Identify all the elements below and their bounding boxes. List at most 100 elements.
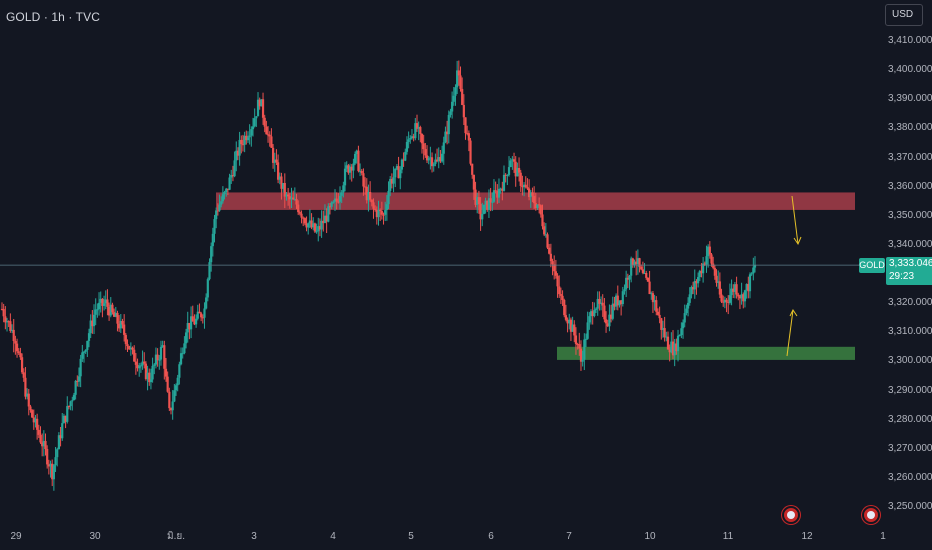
candle-body <box>688 294 691 303</box>
candle-body <box>128 346 131 350</box>
symbol-title[interactable]: GOLD · 1h · TVC <box>6 10 100 24</box>
candle-body <box>683 313 686 323</box>
candle-body <box>568 319 571 324</box>
candle-body <box>82 351 86 353</box>
candle-body <box>710 254 713 264</box>
candle-body <box>397 166 400 179</box>
candle-body <box>305 223 308 228</box>
candle-body <box>323 215 327 224</box>
candle-body <box>663 328 666 338</box>
candle-body <box>469 140 472 164</box>
candle-body <box>650 293 653 295</box>
candle-body <box>725 299 728 302</box>
candle-body <box>297 204 300 213</box>
candle-body <box>409 138 412 140</box>
candle-body <box>317 226 320 232</box>
candle-body <box>743 290 747 302</box>
candle-body <box>484 200 487 205</box>
y-tick-label: 3,410.000 <box>888 35 932 46</box>
candle-body <box>424 149 427 156</box>
candle-body <box>218 204 221 211</box>
candle-body <box>497 188 501 198</box>
candle-body <box>282 182 285 189</box>
candle-body <box>230 175 233 178</box>
candle-body <box>357 150 360 172</box>
currency-button[interactable]: USD <box>885 4 923 26</box>
candle-body <box>569 319 573 332</box>
candle-body <box>123 324 126 335</box>
candle-body <box>571 324 574 332</box>
candle-body <box>256 99 260 117</box>
candle-body <box>210 246 213 263</box>
candle-body <box>345 165 348 169</box>
economic-event-icon[interactable] <box>862 506 880 524</box>
candle-body <box>66 406 69 422</box>
economic-event-icon[interactable] <box>782 506 800 524</box>
x-tick-label: 1 <box>880 531 886 542</box>
candle-body <box>223 192 226 195</box>
candle-body <box>430 157 434 167</box>
candle-body <box>369 192 372 200</box>
y-tick-label: 3,370.000 <box>888 151 932 163</box>
candle-body <box>745 284 748 291</box>
candle-body <box>509 160 512 168</box>
candle-body <box>712 263 715 268</box>
candle-body <box>673 343 676 356</box>
support-zone <box>557 346 855 360</box>
candle-body <box>278 176 281 180</box>
candle-body <box>511 159 514 161</box>
candle-body <box>220 201 223 205</box>
candle-body <box>491 201 494 203</box>
candle-body <box>374 208 377 210</box>
candle-body <box>342 185 345 193</box>
candle-body <box>598 298 601 304</box>
candle-body <box>695 280 698 284</box>
candle-body <box>720 294 723 302</box>
candle-body <box>698 270 701 278</box>
candle-body <box>153 364 156 366</box>
candle-body <box>539 205 542 215</box>
candle-body <box>440 153 444 162</box>
candle-body <box>129 347 132 350</box>
candle-body <box>472 174 475 190</box>
y-tick-label: 3,280.000 <box>888 413 932 425</box>
candle-body <box>733 284 737 292</box>
candle-body <box>464 117 467 134</box>
candle-body <box>74 380 77 395</box>
candle-body <box>271 147 275 163</box>
candle-body <box>533 195 536 204</box>
candle-body <box>44 440 47 450</box>
candle-body <box>158 359 161 361</box>
candle-body <box>295 198 298 205</box>
candle-body <box>22 372 25 378</box>
candle-body <box>328 206 332 208</box>
candle-body <box>507 167 511 175</box>
candle-body <box>39 434 42 443</box>
candle-body <box>163 345 166 369</box>
candle-body <box>439 157 442 162</box>
candle-body <box>543 226 546 235</box>
candle-body <box>611 303 614 319</box>
candle-body <box>414 123 417 139</box>
candle-body <box>456 70 459 88</box>
candle-body <box>606 323 609 327</box>
candle-body <box>613 303 616 307</box>
candle-body <box>620 300 623 305</box>
candle-body <box>205 297 208 309</box>
candle-body <box>405 141 409 152</box>
candle-body <box>338 195 342 202</box>
x-tick-label: 5 <box>408 531 414 542</box>
candle-body <box>492 190 496 202</box>
candle-body <box>521 185 524 188</box>
candle-body <box>266 134 270 136</box>
candle-body <box>512 159 516 162</box>
candle-body <box>384 210 387 215</box>
candle-body <box>517 167 521 173</box>
x-tick-label: 30 <box>89 531 101 542</box>
candle-body <box>290 197 293 200</box>
candle-body <box>646 277 650 282</box>
candle-body <box>15 343 19 352</box>
candle-body <box>59 435 62 439</box>
candle-body <box>563 299 566 316</box>
